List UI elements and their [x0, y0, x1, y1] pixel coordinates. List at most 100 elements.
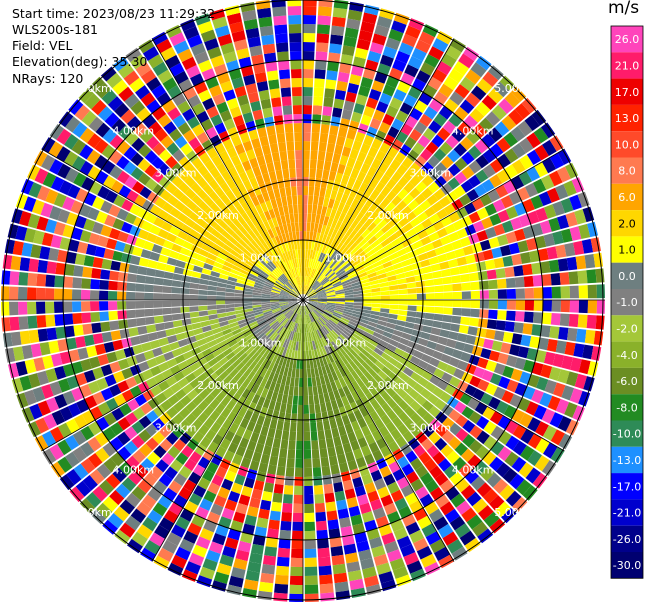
- ray-gate: [541, 460, 557, 476]
- ray-gate: [317, 303, 327, 307]
- ray-gate: [172, 320, 183, 328]
- ray-gate: [157, 69, 173, 84]
- ray-gate: [187, 389, 199, 401]
- ray-gate: [409, 175, 421, 187]
- ray-gate: [391, 416, 404, 428]
- ray-gate: [353, 262, 363, 270]
- ray-gate: [174, 354, 186, 364]
- ray-gate: [333, 282, 343, 288]
- ray-gate: [261, 301, 271, 305]
- ray-gate: [317, 301, 327, 304]
- ray-gate: [187, 34, 203, 48]
- ray-gate: [319, 275, 327, 283]
- ray-gate: [414, 193, 426, 205]
- ray-gate: [468, 174, 481, 188]
- ray-gate: [21, 178, 34, 195]
- ray-gate: [243, 294, 253, 298]
- ray-gate: [372, 507, 386, 520]
- ray-gate: [311, 259, 316, 269]
- ray-gate: [132, 449, 146, 464]
- ray-gate: [349, 578, 365, 591]
- ray-gate: [196, 217, 207, 228]
- ray-gate: [325, 308, 334, 314]
- ray-gate: [279, 301, 289, 304]
- ray-gate: [207, 295, 217, 300]
- ray-gate: [234, 85, 247, 98]
- ray-gate: [275, 197, 283, 208]
- ray-gate: [425, 531, 441, 546]
- ray-gate: [505, 206, 519, 220]
- ray-gate: [272, 309, 282, 315]
- ray-gate: [334, 359, 342, 370]
- ray-gate: [270, 295, 280, 298]
- ray-gate: [289, 302, 298, 307]
- ray-gate: [360, 163, 371, 174]
- ray-gate: [449, 516, 466, 531]
- ray-gate: [303, 222, 307, 232]
- ray-gate: [320, 277, 329, 285]
- ray-gate: [255, 72, 267, 83]
- ray-gate: [322, 266, 330, 275]
- ray-gate: [171, 162, 184, 175]
- ray-gate: [304, 323, 307, 333]
- ray-gate: [45, 368, 58, 383]
- ray-gate: [459, 99, 475, 114]
- ray-gate: [150, 384, 163, 397]
- ray-gate: [352, 56, 366, 68]
- ray-gate: [156, 262, 167, 271]
- ray-gate: [323, 420, 331, 431]
- ray-gate: [256, 332, 266, 341]
- ray-gate: [281, 394, 288, 404]
- ray-gate: [85, 243, 97, 256]
- ray-gate: [139, 129, 154, 143]
- colorbar-frame: [610, 25, 644, 579]
- colorbar-swatch: [611, 473, 643, 500]
- ray-gate: [299, 314, 302, 324]
- ray-gate: [501, 507, 517, 524]
- ray-gate: [50, 461, 66, 478]
- ray-gate: [203, 393, 215, 405]
- ray-gate: [434, 306, 444, 314]
- ray-gate: [91, 268, 102, 279]
- ray-gate: [573, 343, 585, 358]
- ray-gate: [173, 400, 185, 413]
- ray-gate: [385, 270, 396, 277]
- ray-gate: [117, 446, 132, 461]
- ray-gate: [364, 358, 375, 368]
- ray-gate: [351, 259, 361, 267]
- ray-gate: [283, 366, 289, 377]
- ray-gate: [405, 450, 418, 463]
- ray-gate: [283, 177, 291, 188]
- ray-gate: [303, 440, 311, 450]
- ray-gate: [251, 488, 263, 500]
- ray-gate: [405, 276, 416, 283]
- ray-gate: [464, 384, 477, 397]
- ray-gate: [338, 387, 346, 398]
- ray-gate: [326, 270, 334, 278]
- ray-gate: [181, 318, 192, 326]
- ray-gate: [215, 414, 227, 426]
- ray-gate: [144, 276, 155, 285]
- ray-gate: [268, 352, 276, 362]
- ray-gate: [443, 243, 454, 253]
- ray-gate: [282, 338, 288, 348]
- ray-gate: [144, 300, 154, 309]
- ray-gate: [321, 244, 328, 254]
- ray-gate: [175, 516, 190, 530]
- ray-gate: [162, 202, 174, 214]
- ray-gate: [132, 407, 146, 420]
- ray-gate: [509, 473, 525, 490]
- ray-gate: [265, 240, 273, 250]
- ray-gate: [438, 554, 454, 569]
- ray-gate: [327, 519, 340, 530]
- ray-gate: [141, 220, 153, 232]
- ray-gate: [333, 240, 341, 250]
- ray-gate: [272, 492, 283, 503]
- ray-gate: [373, 347, 384, 356]
- ray-gate: [404, 270, 415, 278]
- ray-gate: [532, 178, 547, 194]
- ray-gate: [342, 224, 350, 235]
- ray-gate: [289, 377, 295, 387]
- ray-gate: [317, 292, 327, 296]
- ray-gate: [514, 276, 525, 288]
